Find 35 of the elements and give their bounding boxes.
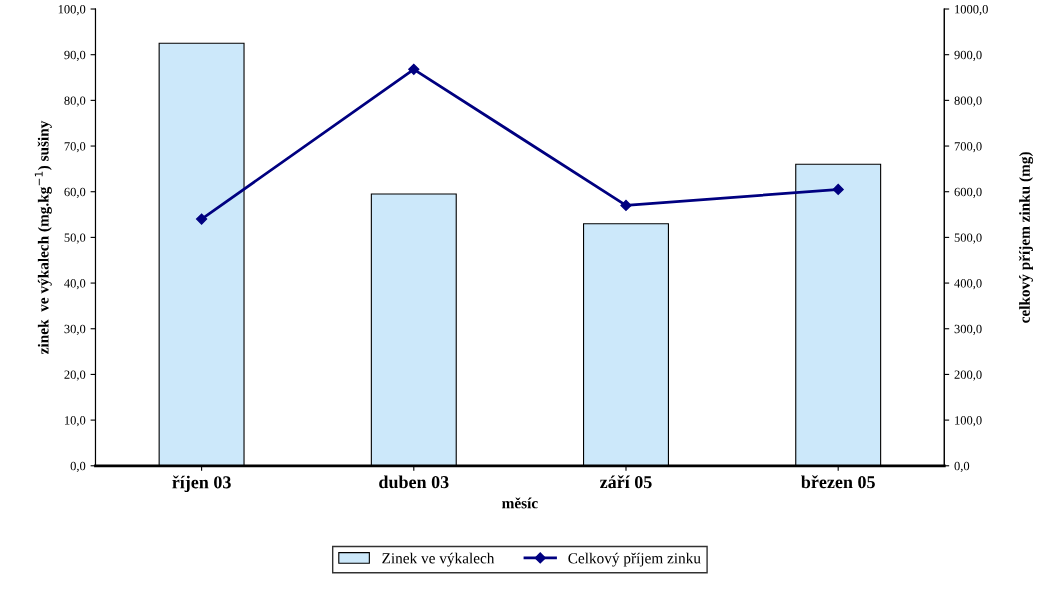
- y2-tick-label: 500,0: [954, 233, 982, 244]
- y2-tick-label: 100,0: [955, 416, 982, 427]
- y-tick-label: 40,0: [64, 279, 86, 290]
- point: [195, 213, 208, 225]
- y2-tick-label: 0,0: [954, 461, 970, 473]
- y-tick-label: 0,0: [70, 461, 86, 473]
- x-axis-title: měsíc: [502, 497, 538, 509]
- legend-label: Zinek ve výkalech: [382, 552, 495, 567]
- point: [408, 63, 420, 75]
- y-tick-label: 100,0: [58, 5, 86, 16]
- y-tick-label: 60,0: [64, 187, 86, 198]
- y-tick-label: 50,0: [64, 233, 86, 244]
- x-tick-label: říjen 03: [172, 475, 231, 493]
- y-tick-label: 90,0: [64, 50, 86, 61]
- y-tick-label: 70,0: [64, 142, 86, 153]
- y2-tick-label: 900,0: [954, 50, 982, 61]
- x-tick-label: březen 05: [801, 475, 875, 489]
- y2-tick-label: 800,0: [954, 96, 982, 107]
- y-tick-label: 20,0: [64, 370, 86, 381]
- point: [620, 199, 632, 212]
- legend-label: Celkový příjem zinku: [568, 552, 701, 567]
- y2-tick-label: 700,0: [954, 142, 982, 153]
- y2-tick-label: 200,0: [954, 370, 982, 381]
- x-tick-label: září 05: [600, 475, 652, 489]
- y-axis-title: zinek ve výkalech (mg.kg$^{−1}$) sušiny: [34, 120, 52, 354]
- y2-tick-label: 300,0: [954, 324, 982, 336]
- x-tick-label: duben 03: [379, 475, 449, 489]
- y2-tick-label: 1000,0: [955, 5, 988, 16]
- y2-axis-title: celkový příjem zinku (mg): [1018, 152, 1034, 323]
- y2-tick-label: 600,0: [954, 187, 982, 198]
- y-tick-label: 30,0: [64, 324, 86, 336]
- y-tick-label: 10,0: [64, 416, 86, 427]
- point: [832, 183, 844, 196]
- y-tick-label: 80,0: [64, 96, 86, 107]
- y2-tick-label: 400,0: [954, 279, 982, 290]
